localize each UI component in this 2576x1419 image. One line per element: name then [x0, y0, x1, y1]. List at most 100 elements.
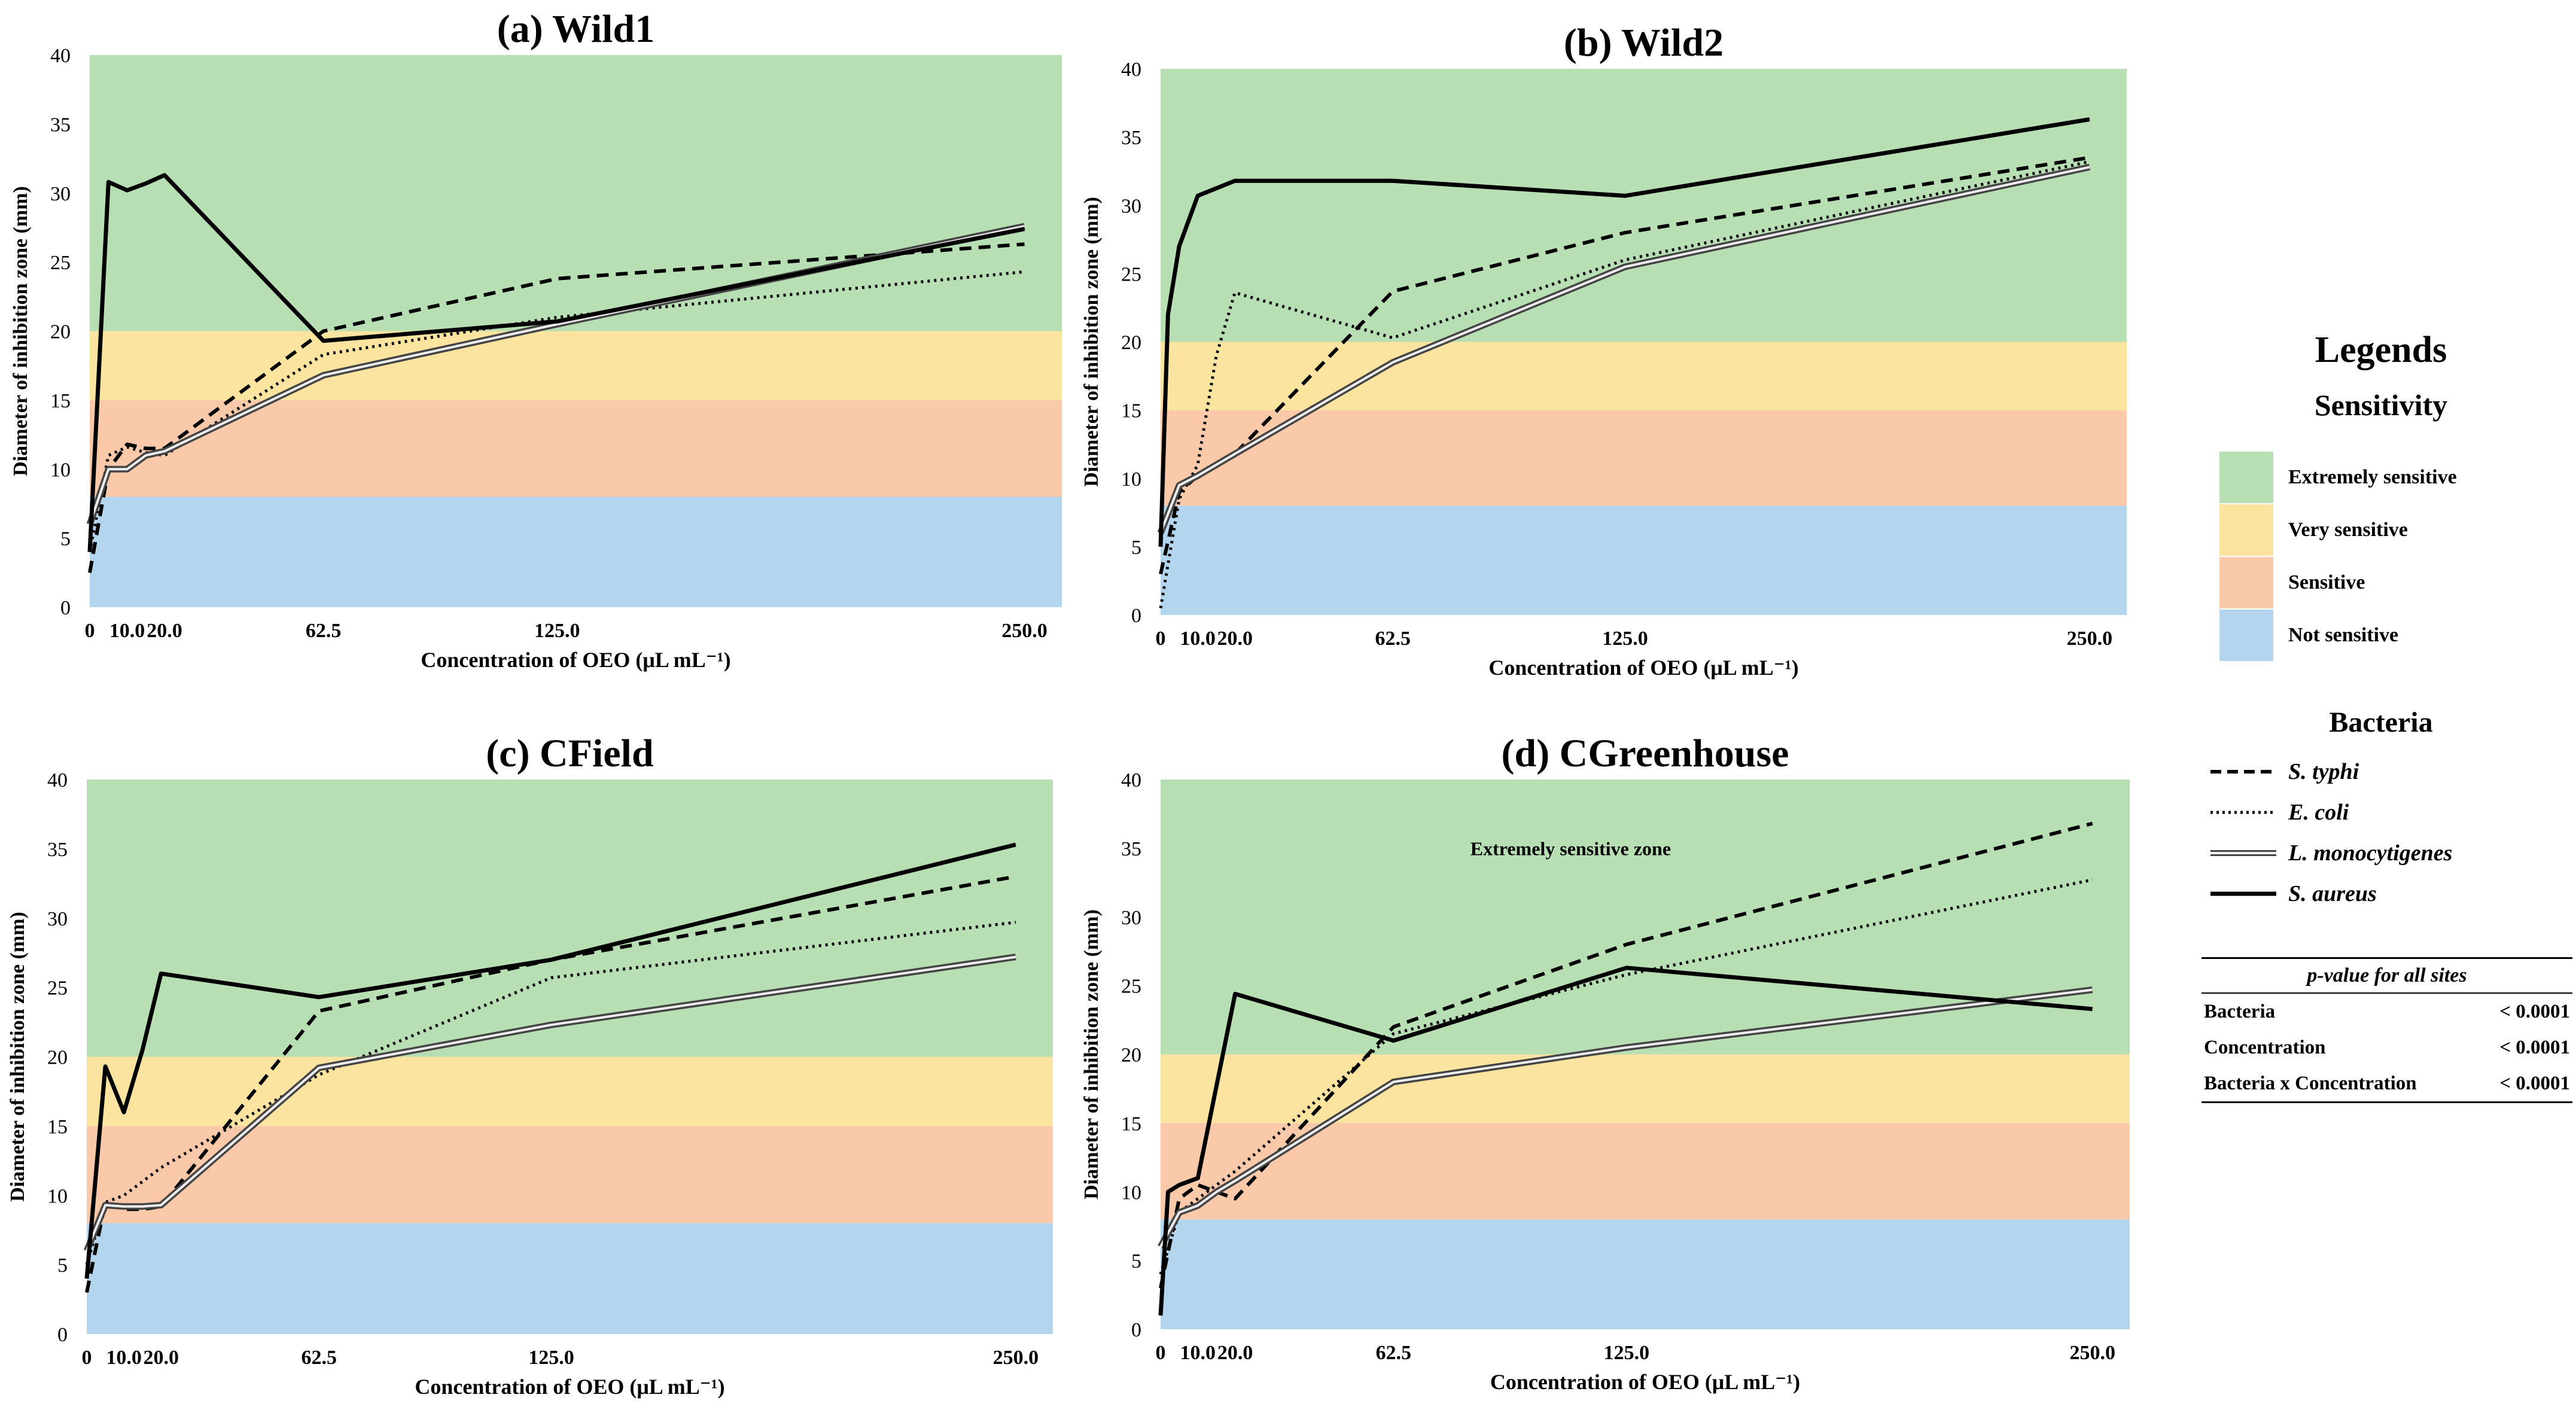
y-tick-label: 30 — [1121, 195, 1141, 217]
y-tick-label: 40 — [1121, 769, 1141, 791]
pvalue-label: Bacteria — [2204, 1001, 2276, 1022]
line-sample-dotted — [2210, 811, 2276, 814]
band-extreme — [87, 779, 1053, 1057]
band-sensitive — [90, 400, 1062, 497]
chart-panel-c-cfield: (c) CField 0 5 10 15 20 25 30 35 40 0 10.0 20.0 62.5 1… — [7, 732, 1053, 1399]
pvalue-label: Concentration — [2204, 1037, 2326, 1058]
pvalue-row-interaction: Bacteria x Concentration < 0.0001 — [2202, 1065, 2572, 1101]
y-tick-label: 30 — [47, 908, 68, 930]
chart-title: (a) Wild1 — [497, 7, 654, 51]
x-tick-label: 62.5 — [1375, 628, 1411, 650]
x-axis-label: Concentration of OEO (μL mL⁻¹) — [421, 648, 730, 672]
chart-panel-a-wild1: (a) Wild1 0 5 10 15 20 25 30 35 40 0 10.0 20.0 62.5 12… — [10, 7, 1062, 672]
y-tick-label: 20 — [1121, 1045, 1141, 1067]
line-sample-dashed — [2210, 770, 2276, 774]
y-axis-label: Diameter of inhibition zone (mm) — [1080, 909, 1103, 1199]
y-tick-label: 15 — [50, 390, 71, 412]
band-not — [87, 1223, 1053, 1334]
x-tick-label: 20.0 — [143, 1347, 179, 1369]
series-line-s-aureus — [87, 173, 1025, 552]
legend-label: Not sensitive — [2288, 624, 2399, 646]
legend-label: Very sensitive — [2288, 519, 2408, 541]
series-line-l-monocytigenes-inner — [86, 955, 1016, 1251]
band-sensitive — [1161, 1123, 2130, 1220]
pvalue-value: < 0.0001 — [2499, 1001, 2570, 1022]
band-sensitive — [1161, 410, 2127, 506]
y-tick-label: 10 — [1121, 468, 1141, 491]
series-line-s-aureus — [1158, 966, 2093, 1316]
swatch-very-sensitive — [2219, 504, 2273, 556]
y-tick-label: 40 — [47, 769, 68, 791]
swatch-extremely-sensitive — [2219, 452, 2273, 503]
x-tick-label: 0 — [85, 620, 95, 642]
x-tick-label: 250.0 — [2067, 628, 2113, 650]
x-tick-label: 20.0 — [1217, 1342, 1253, 1364]
legend-label: E. coli — [2288, 800, 2349, 825]
legend-label: S. aureus — [2288, 881, 2377, 906]
y-tick-label: 25 — [1121, 976, 1141, 998]
series-line-s-aureus — [1158, 117, 2090, 547]
x-tick-label: 10.0 — [109, 620, 145, 642]
chart-panel-b-wild2: (b) Wild2 0 5 10 15 20 25 30 35 40 0 10.0 20.0 62.5 12… — [1080, 21, 2127, 680]
y-axis-label: Diameter of inhibition zone (mm) — [10, 186, 32, 476]
line-sample-double — [2210, 850, 2276, 856]
y-tick-label: 40 — [1121, 59, 1141, 81]
y-tick-label: 15 — [1121, 1113, 1141, 1135]
x-tick-label: 62.5 — [306, 620, 342, 642]
y-tick-label: 5 — [1131, 1250, 1141, 1272]
x-tick-label: 0 — [1156, 1342, 1166, 1364]
series-line-l-monocytigenes-inner — [89, 225, 1025, 525]
legend-item-s-aureus: S. aureus — [2207, 876, 2554, 912]
pvalue-header-text: p-value for all sites — [2307, 964, 2467, 986]
y-tick-label: 0 — [1131, 605, 1141, 627]
legend-panel: Legends Sensitivity Extremely sensitive … — [2190, 311, 2572, 1149]
x-tick-label: 125.0 — [1604, 1342, 1650, 1364]
legend-item-extremely-sensitive: Extremely sensitive — [2219, 452, 2554, 503]
legend-label: Sensitive — [2288, 571, 2365, 593]
y-tick-label: 10 — [47, 1185, 68, 1207]
legend-item-very-sensitive: Very sensitive — [2219, 504, 2554, 556]
legend-item-not-sensitive: Not sensitive — [2219, 610, 2554, 661]
y-tick-label: 25 — [50, 252, 71, 274]
x-axis-label: Concentration of OEO (μL mL⁻¹) — [1490, 1370, 1800, 1394]
x-tick-label: 125.0 — [528, 1347, 574, 1369]
y-tick-label: 35 — [1121, 838, 1141, 860]
y-tick-label: 25 — [1121, 263, 1141, 285]
x-tick-label: 125.0 — [534, 620, 580, 642]
y-tick-label: 35 — [47, 839, 68, 861]
x-axis-label: Concentration of OEO (μL mL⁻¹) — [415, 1375, 724, 1399]
x-tick-label: 250.0 — [1001, 620, 1048, 642]
y-tick-label: 40 — [50, 45, 71, 67]
y-tick-label: 10 — [1121, 1182, 1141, 1204]
series-line-s-typhi — [1159, 821, 2093, 1289]
legend-title: Legends — [2315, 330, 2447, 370]
legend-label: S. typhi — [2288, 759, 2359, 784]
series-line-l-monocytigenes-inner — [1159, 988, 2093, 1248]
x-tick-label: 10.0 — [1180, 1342, 1216, 1364]
y-tick-label: 30 — [50, 183, 71, 205]
y-tick-label: 0 — [57, 1324, 68, 1346]
series-line-s-aureus — [84, 842, 1016, 1279]
y-tick-label: 5 — [60, 528, 71, 550]
y-tick-label: 0 — [1131, 1319, 1141, 1341]
series-line-e-coli — [85, 921, 1016, 1265]
pvalue-row-bacteria: Bacteria < 0.0001 — [2202, 994, 2572, 1030]
swatch-sensitive — [2219, 557, 2273, 608]
band-very — [1161, 342, 2127, 410]
chart-panel-d-cgreenhouse: (d) CGreenhouse 0 5 10 15 20 25 30 35 40 0 10.0 20.0… — [1080, 732, 2130, 1394]
y-tick-label: 5 — [1131, 537, 1141, 559]
legend-item-l-monocytigenes: L. monocytigenes — [2207, 835, 2554, 871]
chart-title: (d) CGreenhouse — [1502, 732, 1789, 775]
band-extreme — [90, 55, 1062, 331]
band-not — [90, 497, 1062, 607]
x-tick-label: 0 — [82, 1347, 92, 1369]
band-not — [1161, 506, 2127, 615]
y-tick-label: 10 — [50, 459, 71, 481]
series-line-s-typhi — [88, 242, 1025, 573]
legend-item-s-typhi: S. typhi — [2207, 754, 2554, 790]
y-tick-label: 0 — [60, 597, 71, 619]
x-tick-label: 250.0 — [2069, 1342, 2115, 1364]
x-tick-label: 250.0 — [993, 1347, 1039, 1369]
y-tick-label: 20 — [47, 1047, 68, 1069]
legend-label: Extremely sensitive — [2288, 466, 2457, 488]
